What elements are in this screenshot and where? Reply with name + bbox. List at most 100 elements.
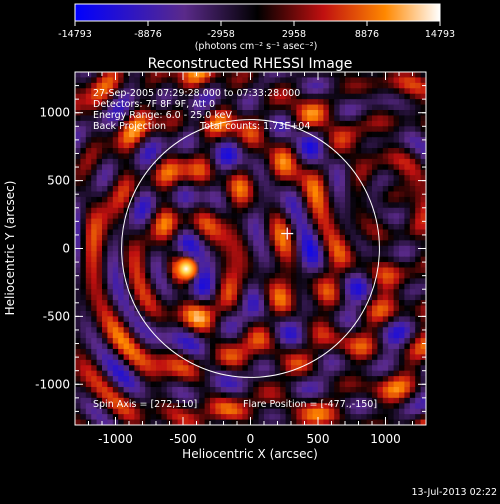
- heatmap-cell: [172, 283, 179, 290]
- heatmap-cell: [291, 115, 297, 122]
- heatmap-cell: [242, 224, 249, 231]
- heatmap-cell: [226, 115, 233, 122]
- heatmap-cell: [193, 131, 200, 138]
- heatmap-cell: [183, 137, 189, 144]
- heatmap-cell: [247, 93, 254, 100]
- heatmap-cell: [156, 104, 162, 111]
- heatmap-cell: [204, 77, 211, 84]
- heatmap-cell: [161, 218, 168, 225]
- heatmap-cell: [204, 343, 211, 350]
- heatmap-cell: [145, 332, 152, 339]
- heatmap-cell: [210, 294, 216, 301]
- heatmap-cell: [409, 272, 416, 279]
- heatmap-cell: [301, 110, 308, 117]
- heatmap-cell: [377, 408, 384, 415]
- heatmap-cell: [409, 142, 416, 149]
- heatmap-cell: [242, 408, 249, 415]
- heatmap-cell: [377, 305, 384, 312]
- heatmap-cell: [291, 120, 297, 127]
- heatmap-cell: [312, 300, 319, 307]
- heatmap-cell: [393, 82, 400, 89]
- heatmap-cell: [420, 72, 426, 79]
- heatmap-cell: [237, 224, 243, 231]
- heatmap-cell: [150, 397, 157, 404]
- heatmap-cell: [307, 365, 314, 372]
- heatmap-cell: [312, 310, 319, 317]
- heatmap-cell: [193, 191, 200, 198]
- heatmap-cell: [312, 359, 319, 366]
- heatmap-cell: [107, 370, 114, 377]
- heatmap-cell: [85, 283, 92, 290]
- heatmap-cell: [366, 234, 373, 241]
- heatmap-cell: [334, 251, 341, 258]
- heatmap-cell: [377, 386, 384, 394]
- heatmap-cell: [301, 224, 308, 231]
- heatmap-cell: [307, 414, 314, 421]
- heatmap-cell: [280, 343, 287, 350]
- heatmap-cell: [96, 131, 103, 138]
- heatmap-cell: [399, 327, 405, 334]
- heatmap-cell: [134, 365, 141, 372]
- heatmap-cell: [361, 327, 368, 334]
- heatmap-cell: [361, 343, 368, 350]
- heatmap-cell: [318, 338, 324, 345]
- heatmap-cell: [253, 310, 260, 317]
- heatmap-cell: [355, 262, 362, 269]
- heatmap-cell: [112, 310, 119, 317]
- heatmap-cell: [183, 381, 189, 388]
- heatmap-cell: [377, 158, 384, 165]
- heatmap-cell: [161, 115, 168, 122]
- heatmap-cell: [339, 403, 346, 410]
- heatmap-cell: [377, 175, 384, 182]
- heatmap-cell: [237, 262, 243, 269]
- heatmap-cell: [80, 158, 87, 165]
- heatmap-cell: [237, 88, 243, 95]
- heatmap-cell: [188, 316, 195, 323]
- heatmap-cell: [285, 376, 292, 383]
- heatmap-cell: [318, 240, 324, 247]
- heatmap-cell: [393, 240, 400, 247]
- heatmap-cell: [345, 229, 351, 236]
- heatmap-cell: [253, 99, 260, 106]
- heatmap-cell: [129, 386, 135, 394]
- heatmap-cell: [312, 158, 319, 165]
- heatmap-cell: [253, 72, 260, 79]
- heatmap-cell: [145, 213, 152, 220]
- heatmap-cell: [215, 332, 222, 339]
- heatmap-cell: [258, 289, 265, 296]
- heatmap-cell: [350, 245, 357, 252]
- heatmap-cell: [280, 153, 287, 160]
- heatmap-cell: [204, 196, 211, 203]
- heatmap-cell: [334, 137, 341, 144]
- heatmap-cell: [350, 186, 357, 193]
- heatmap-cell: [404, 321, 411, 328]
- heatmap-cell: [296, 316, 303, 323]
- heatmap-cell: [296, 376, 303, 383]
- heatmap-cell: [96, 278, 103, 285]
- heatmap-cell: [404, 213, 411, 220]
- heatmap-cell: [372, 229, 378, 236]
- heatmap-cell: [156, 267, 162, 274]
- heatmap-cell: [96, 381, 103, 388]
- heatmap-cell: [253, 207, 260, 214]
- heatmap-cell: [393, 169, 400, 176]
- heatmap-cell: [291, 365, 297, 372]
- heatmap-cell: [91, 191, 98, 198]
- heatmap-cell: [199, 164, 206, 171]
- heatmap-cell: [393, 251, 400, 258]
- heatmap-cell: [112, 272, 119, 279]
- heatmap-cell: [166, 327, 173, 334]
- heatmap-cell: [183, 164, 189, 171]
- heatmap-cell: [199, 359, 206, 366]
- heatmap-cell: [123, 137, 130, 144]
- heatmap-cell: [328, 120, 335, 127]
- heatmap-cell: [274, 365, 281, 372]
- heatmap-cell: [274, 186, 281, 193]
- heatmap-cell: [161, 131, 168, 138]
- heatmap-cell: [323, 251, 330, 258]
- heatmap-cell: [258, 283, 265, 290]
- heatmap-cell: [274, 321, 281, 328]
- heatmap-cell: [415, 414, 422, 421]
- heatmap-cell: [118, 213, 125, 220]
- heatmap-cell: [296, 240, 303, 247]
